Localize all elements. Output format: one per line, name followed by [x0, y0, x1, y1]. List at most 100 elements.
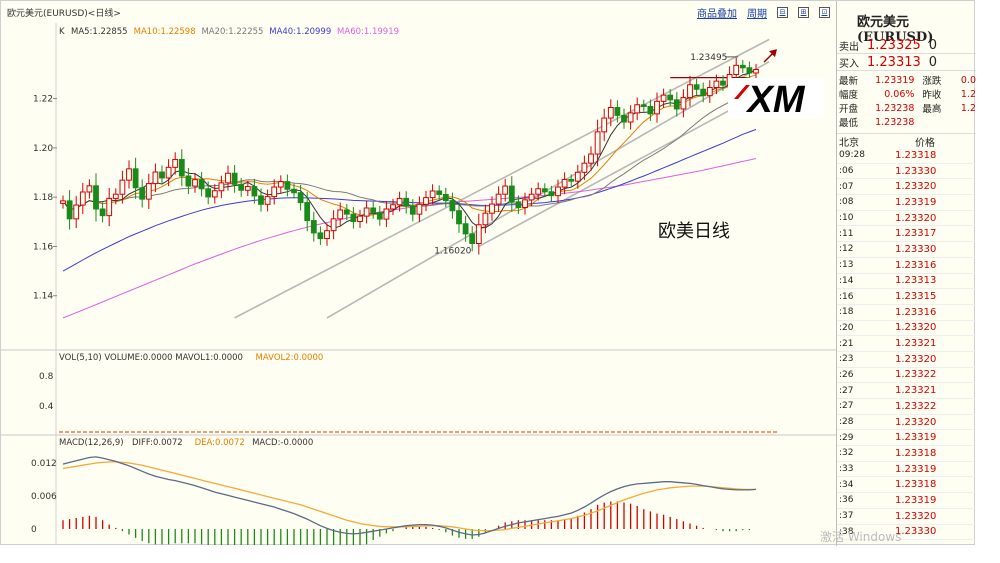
- tick-row: :16 1.23315: [837, 289, 976, 305]
- ma5-line: [62, 69, 757, 229]
- candle-body: [225, 172, 231, 184]
- stat-value: 1.2: [960, 102, 976, 114]
- tick-row: :27 1.23322: [837, 399, 976, 415]
- tick-row: :27 1.23321: [837, 383, 976, 399]
- trend-arrow-head-icon: [769, 49, 777, 58]
- candle-body: [370, 207, 377, 214]
- candle-body: [739, 64, 746, 69]
- buy-row[interactable]: 买入 1.23313 0: [837, 54, 976, 71]
- candle-body: [396, 197, 403, 206]
- price-tick-label: 1.22: [33, 95, 53, 105]
- tick-price: 1.23320: [895, 510, 937, 522]
- candle-body: [416, 203, 423, 215]
- channel-line: [478, 88, 770, 248]
- tick-time: :18: [839, 307, 854, 318]
- tick-price: 1.23320: [895, 353, 937, 365]
- candle-body: [284, 181, 291, 190]
- candle-body: [66, 200, 73, 220]
- windows-watermark: 激活 Windows: [820, 530, 902, 544]
- candle-body: [746, 67, 753, 74]
- stats-row: 最新 1.23319 涨跌 0.0: [837, 73, 976, 88]
- overlay-link[interactable]: 商品叠加: [697, 8, 737, 20]
- candle-body: [390, 204, 396, 210]
- ma10-line: [62, 74, 757, 217]
- candle-body: [515, 201, 522, 209]
- tick-time: :38: [839, 526, 854, 537]
- candle-body: [548, 191, 555, 197]
- candle-body: [607, 106, 614, 119]
- tick-time: :14: [839, 275, 854, 286]
- tick-price: 1.23320: [895, 322, 937, 334]
- macd-legend-item: MACD(12,26,9): [59, 438, 124, 448]
- buy-volume: 0: [928, 54, 938, 70]
- candle-body: [112, 193, 119, 199]
- maximize-icon[interactable]: ⊞: [798, 6, 809, 18]
- candle-body: [350, 213, 357, 223]
- candle-body: [251, 186, 258, 197]
- candle-body: [198, 179, 205, 190]
- tick-price: 1.23320: [895, 416, 937, 428]
- candle-body: [475, 224, 482, 244]
- tick-time: :29: [839, 432, 854, 443]
- candle-body: [159, 171, 165, 179]
- buy-price: 1.23313: [867, 54, 921, 70]
- sell-row[interactable]: 卖出 1.23325 0: [837, 37, 976, 54]
- tick-time: :37: [839, 511, 854, 522]
- tick-row: :26 1.23322: [837, 368, 976, 384]
- candle-body: [601, 117, 608, 133]
- tick-row: :23 1.23320: [837, 352, 976, 368]
- candle-body: [238, 183, 245, 191]
- macd-tick-label: 0.012: [31, 459, 57, 469]
- candle-body: [673, 99, 680, 110]
- candle-body: [99, 208, 106, 217]
- macd-tick-label: 0: [31, 525, 37, 535]
- candle-body: [330, 218, 337, 232]
- restore-icon[interactable]: ⊡: [819, 6, 830, 18]
- stat-value: 0.0: [960, 74, 976, 86]
- channel-line: [326, 60, 770, 319]
- panel-divider: [836, 1, 837, 546]
- candle-body: [310, 220, 317, 234]
- tick-time: :32: [839, 448, 854, 459]
- candle-body: [106, 197, 113, 217]
- tick-row: :18 1.23316: [837, 305, 976, 321]
- minimize-icon[interactable]: ⊟: [777, 6, 788, 18]
- stat-key: 昨收: [922, 90, 942, 101]
- buy-label: 买入: [839, 58, 859, 70]
- chart-annotation: 欧美日线: [658, 221, 730, 242]
- candle-body: [145, 183, 152, 200]
- price-chart[interactable]: K MA5:1.22855 MA10:1.22598 MA20:1.22255 MA40…: [1, 23, 836, 545]
- stat-value: 1.23238: [875, 102, 915, 114]
- tick-time: :12: [839, 244, 854, 255]
- volume-tick-label: 0.4: [39, 402, 54, 412]
- tick-price: 1.23319: [895, 463, 937, 475]
- tick-row: :28 1.23320: [837, 415, 976, 431]
- tick-price: 1.23330: [895, 165, 937, 177]
- volume-legend-item: VOL(5,10) VOLUME:0.0000 MAVOL1:0.0000: [59, 353, 243, 363]
- channel-line: [234, 38, 770, 319]
- candle-body: [211, 190, 218, 198]
- candle-body: [634, 104, 641, 114]
- candle-body: [574, 171, 581, 182]
- period-link[interactable]: 周期: [747, 8, 767, 20]
- candle-body: [258, 195, 264, 205]
- tick-row: :20 1.23320: [837, 321, 976, 337]
- tick-price: 1.23322: [895, 400, 937, 412]
- candle-body: [753, 69, 759, 74]
- candle-body: [495, 193, 502, 205]
- tick-price: 1.23315: [895, 291, 937, 303]
- candle-body: [357, 215, 363, 223]
- tick-time: :27: [839, 401, 854, 412]
- candle-body: [86, 185, 93, 193]
- tick-time: :06: [839, 166, 854, 177]
- candle-body: [132, 168, 139, 189]
- tick-time: :13: [839, 260, 854, 271]
- candle-body: [343, 209, 350, 215]
- candle-body: [442, 193, 449, 202]
- stats-row: 开盘 1.23238 最高 1.2: [837, 101, 976, 116]
- sell-price: 1.23325: [867, 37, 921, 53]
- candle-body: [706, 87, 713, 97]
- candle-body: [376, 212, 383, 220]
- tick-list[interactable]: 09:28 1.23318:06 1.23330:07 1.23320:08 1.233…: [837, 148, 976, 541]
- candle-body: [502, 185, 509, 195]
